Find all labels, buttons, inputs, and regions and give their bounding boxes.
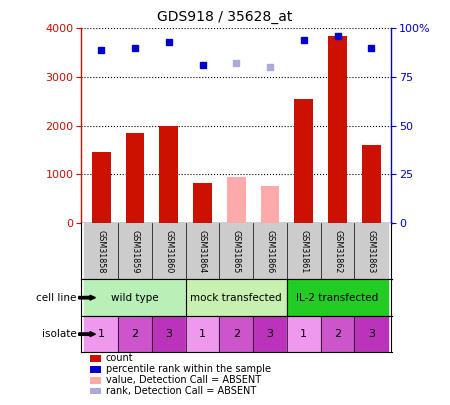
- Text: 1: 1: [98, 329, 105, 339]
- Text: count: count: [106, 354, 133, 363]
- Bar: [355, 316, 388, 352]
- Bar: [355, 223, 388, 279]
- Text: GDS918 / 35628_at: GDS918 / 35628_at: [158, 10, 292, 24]
- Text: GSM31861: GSM31861: [299, 230, 308, 273]
- Bar: [118, 316, 152, 352]
- Bar: [261, 186, 279, 223]
- Bar: [220, 316, 253, 352]
- Text: isolate: isolate: [42, 329, 76, 339]
- Bar: [152, 316, 185, 352]
- Bar: [320, 316, 355, 352]
- Bar: [92, 152, 111, 223]
- Bar: [193, 183, 212, 223]
- Text: 3: 3: [266, 329, 274, 339]
- Bar: [328, 36, 347, 223]
- Bar: [185, 316, 220, 352]
- Text: GSM31859: GSM31859: [130, 230, 140, 273]
- Bar: [362, 145, 381, 223]
- Bar: [152, 223, 185, 279]
- Bar: [294, 99, 313, 223]
- Text: 2: 2: [131, 329, 139, 339]
- Text: 1: 1: [300, 329, 307, 339]
- Bar: [85, 223, 118, 279]
- Text: 3: 3: [368, 329, 375, 339]
- Bar: [253, 223, 287, 279]
- Text: GSM31866: GSM31866: [266, 230, 274, 273]
- Text: GSM31865: GSM31865: [232, 230, 241, 273]
- Text: 1: 1: [199, 329, 206, 339]
- Bar: [185, 279, 287, 316]
- Text: 2: 2: [233, 329, 240, 339]
- Text: GSM31858: GSM31858: [97, 230, 106, 273]
- Text: cell line: cell line: [36, 293, 76, 303]
- Bar: [253, 316, 287, 352]
- Text: 2: 2: [334, 329, 341, 339]
- Bar: [220, 223, 253, 279]
- Bar: [287, 223, 320, 279]
- Bar: [320, 223, 355, 279]
- Text: percentile rank within the sample: percentile rank within the sample: [106, 364, 271, 374]
- Text: value, Detection Call = ABSENT: value, Detection Call = ABSENT: [106, 375, 261, 385]
- Bar: [287, 279, 388, 316]
- Text: GSM31860: GSM31860: [164, 230, 173, 273]
- Bar: [287, 316, 320, 352]
- Text: wild type: wild type: [111, 293, 159, 303]
- Bar: [118, 223, 152, 279]
- Bar: [185, 223, 220, 279]
- Text: rank, Detection Call = ABSENT: rank, Detection Call = ABSENT: [106, 386, 256, 396]
- Bar: [85, 316, 118, 352]
- Text: mock transfected: mock transfected: [190, 293, 282, 303]
- Bar: [227, 177, 246, 223]
- Text: GSM31862: GSM31862: [333, 230, 342, 273]
- Bar: [85, 279, 185, 316]
- Text: GSM31863: GSM31863: [367, 230, 376, 273]
- Bar: [126, 133, 144, 223]
- Text: GSM31864: GSM31864: [198, 230, 207, 273]
- Text: 3: 3: [165, 329, 172, 339]
- Text: IL-2 transfected: IL-2 transfected: [297, 293, 378, 303]
- Bar: [159, 126, 178, 223]
